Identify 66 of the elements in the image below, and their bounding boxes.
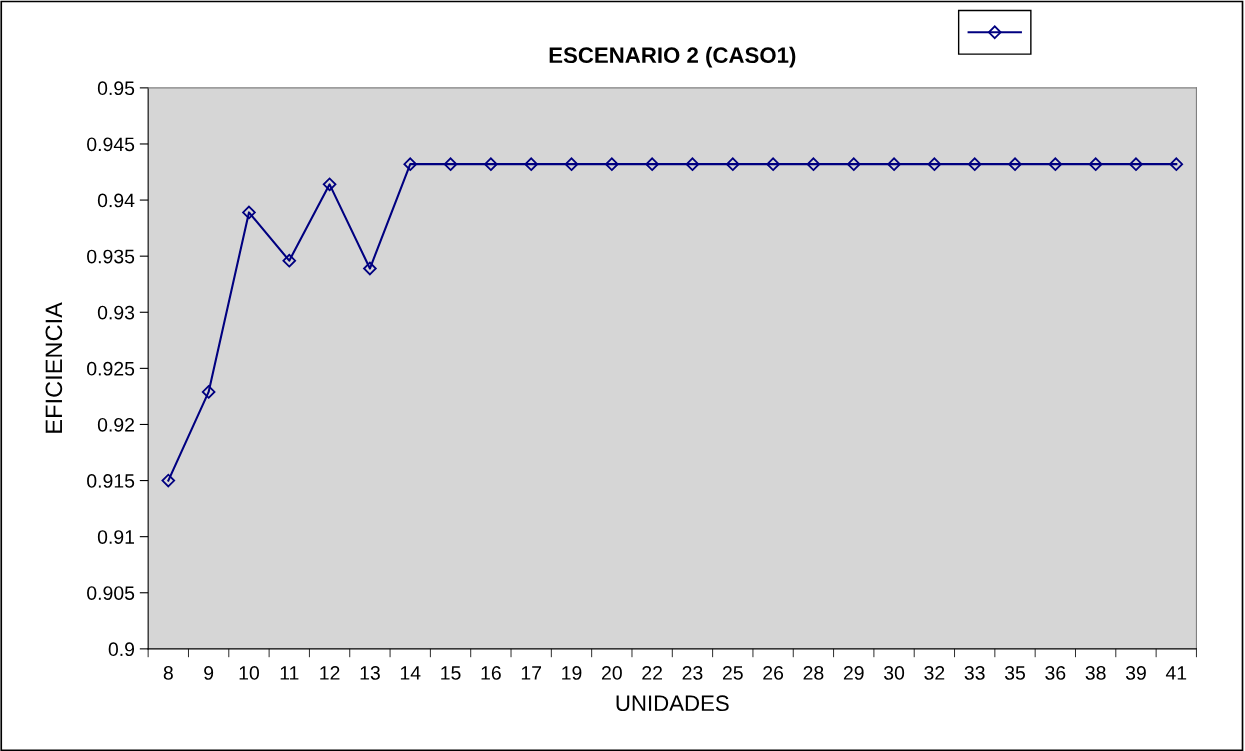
- x-tick-label: 28: [803, 666, 824, 680]
- chart-title: ESCENARIO 2 (CASO1): [549, 46, 796, 68]
- x-tick-label: 17: [521, 666, 542, 680]
- y-tick-label: 0.92: [97, 417, 134, 432]
- point: [806, 157, 821, 171]
- point: [1129, 157, 1143, 171]
- x-tick-label: 36: [1045, 666, 1066, 680]
- x-tick-label: 22: [642, 666, 662, 680]
- x-tick-label: 39: [1125, 666, 1146, 680]
- x-tick-label: 11: [280, 666, 299, 680]
- x-axis-title: UNIDADES: [616, 695, 729, 712]
- y-tick-label: 0.91: [97, 530, 135, 544]
- y-axis-title: EFICIENCIA: [45, 302, 63, 433]
- point: [1008, 157, 1022, 171]
- x-tick-label: 33: [964, 666, 985, 680]
- x-tick-label: 15: [441, 666, 461, 680]
- x-tick-label: 25: [722, 666, 743, 680]
- point: [967, 157, 982, 171]
- x-tick-label: 26: [763, 666, 784, 680]
- x-tick-label: 38: [1085, 666, 1106, 680]
- point: [1048, 157, 1063, 171]
- y-tick-label: 0.925: [87, 361, 135, 376]
- y-tick-label: 0.945: [87, 137, 135, 152]
- point: [927, 157, 942, 171]
- point: [443, 157, 458, 171]
- point: [201, 385, 216, 399]
- point: [846, 157, 861, 171]
- point: [766, 157, 780, 171]
- x-tick-label: 13: [360, 666, 380, 680]
- point: [1088, 157, 1103, 171]
- x-tick-label: 12: [320, 666, 340, 680]
- x-tick-label: 41: [1165, 666, 1187, 680]
- x-tick-label: 16: [481, 666, 501, 680]
- point: [725, 157, 740, 171]
- y-tick-label: 0.905: [87, 586, 135, 600]
- x-tick-label: 10: [239, 666, 260, 680]
- y-tick-label: 0.95: [97, 81, 135, 96]
- point: [887, 157, 901, 171]
- x-tick-label: 29: [843, 666, 864, 680]
- point: [524, 157, 538, 171]
- point: [282, 253, 297, 268]
- point: [322, 177, 337, 192]
- y-tick-label: 0.9: [108, 642, 135, 657]
- point: [645, 157, 659, 171]
- x-tick-label: 32: [924, 666, 945, 680]
- x-tick-label: 8: [163, 666, 173, 680]
- point: [605, 157, 619, 171]
- x-tick-label: 19: [562, 666, 582, 680]
- y-tick-label: 0.915: [87, 474, 135, 488]
- point: [161, 473, 176, 488]
- point: [564, 157, 579, 171]
- y-tick-label: 0.93: [97, 305, 135, 320]
- point: [1169, 157, 1184, 171]
- x-tick-label: 14: [400, 666, 421, 680]
- x-tick-label: 20: [601, 666, 622, 680]
- y-tick-label: 0.94: [97, 193, 135, 208]
- point: [484, 157, 498, 171]
- point: [403, 157, 418, 171]
- y-tick-label: 0.935: [87, 249, 135, 264]
- point: [242, 205, 256, 220]
- x-tick-label: 23: [682, 666, 703, 680]
- point: [363, 261, 377, 276]
- x-tick-label: 30: [883, 666, 905, 680]
- x-tick-label: 9: [204, 666, 214, 680]
- point: [685, 157, 700, 171]
- x-tick-label: 35: [1004, 666, 1026, 680]
